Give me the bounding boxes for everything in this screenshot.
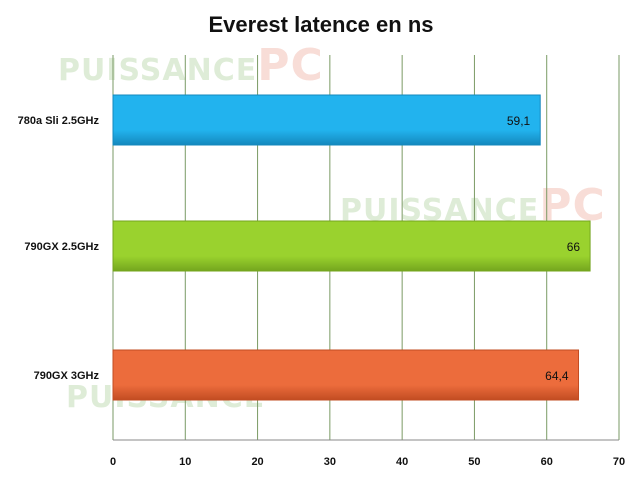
category-labels: 780a Sli 2.5GHz 790GX 2.5GHz 790GX 3GHz [18, 115, 100, 382]
bars: 59,1 66 64,4 [112, 94, 591, 401]
x-tick-label: 40 [396, 456, 408, 468]
x-tick-label: 0 [110, 456, 116, 468]
bar [112, 220, 591, 272]
x-tick-label: 50 [468, 456, 480, 468]
category-label: 790GX 2.5GHz [24, 241, 99, 253]
x-tick-label: 60 [541, 456, 553, 468]
x-tick-label: 30 [324, 456, 336, 468]
x-tick-label: 20 [251, 456, 263, 468]
bar [112, 94, 541, 146]
category-label: 790GX 3GHz [34, 370, 100, 382]
x-tick-label: 10 [179, 456, 191, 468]
x-tick-labels: 0 10 20 30 40 50 60 70 [110, 456, 625, 468]
chart-title: Everest latence en ns [208, 12, 434, 37]
bar [112, 349, 580, 401]
category-label: 780a Sli 2.5GHz [18, 115, 100, 127]
x-tick-label: 70 [613, 456, 625, 468]
bar-value-label: 59,1 [507, 114, 531, 128]
bar-value-label: 66 [567, 240, 581, 254]
bar-value-label: 64,4 [545, 369, 569, 383]
